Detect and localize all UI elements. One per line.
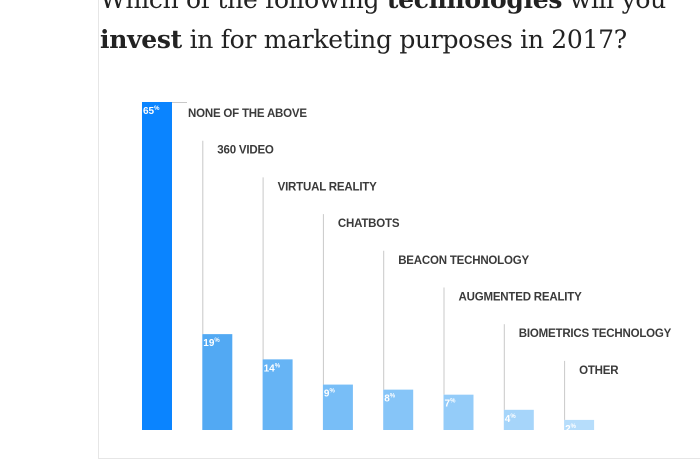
category-label: NONE OF THE ABOVE: [188, 108, 307, 120]
bar: [443, 394, 474, 430]
chart-card: [98, 0, 700, 458]
category-label: BEACON TECHNOLOGY: [398, 255, 529, 267]
divider: [98, 458, 700, 459]
title-line1-post: will you: [562, 0, 667, 14]
category-label: AUGMENTED REALITY: [459, 292, 583, 304]
data-label-unit: %: [214, 338, 220, 344]
category-label: CHATBOTS: [338, 218, 400, 230]
bar: [202, 334, 233, 430]
data-label: 14%: [264, 363, 281, 374]
data-label-unit: %: [390, 394, 396, 400]
category-label: BIOMETRICS TECHNOLOGY: [519, 328, 672, 340]
data-label-unit: %: [329, 389, 335, 395]
data-label: 7%: [445, 399, 457, 410]
data-label: 4%: [505, 414, 517, 425]
data-label: 2%: [565, 424, 577, 435]
title-line2-bold: invest: [100, 25, 182, 54]
category-label: 360 VIDEO: [217, 145, 274, 157]
data-label-unit: %: [450, 399, 456, 405]
bar: [564, 419, 595, 430]
bar: [322, 384, 353, 430]
data-label-unit: %: [510, 414, 516, 420]
data-label: 9%: [324, 389, 336, 400]
data-label-unit: %: [154, 106, 160, 112]
title-line1-pre: Which of the following: [100, 0, 387, 14]
category-label: VIRTUAL REALITY: [278, 181, 378, 193]
data-label: 19%: [203, 338, 220, 349]
title-line2-post: in for marketing purposes in 2017?: [181, 25, 628, 54]
title-line1-bold: technologies: [387, 0, 563, 14]
data-label: 65%: [143, 106, 160, 117]
bar: [503, 409, 534, 430]
bar: [262, 359, 293, 430]
data-label-unit: %: [571, 424, 577, 430]
data-label-unit: %: [275, 363, 281, 369]
bar: [142, 102, 172, 430]
category-label: OTHER: [579, 365, 619, 377]
data-label: 8%: [384, 394, 396, 405]
chart-title: Which of the following technologies will…: [100, 0, 700, 60]
bar: [383, 389, 414, 430]
